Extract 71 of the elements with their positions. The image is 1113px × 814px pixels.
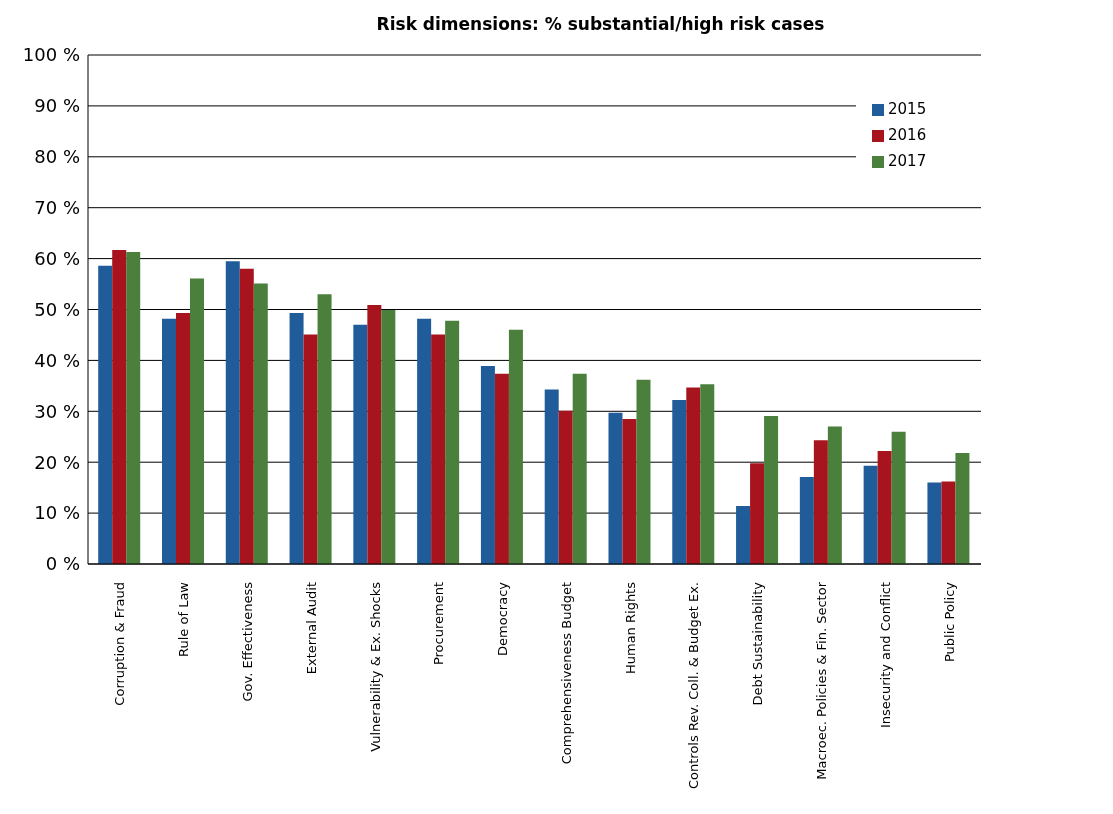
y-tick-label: 0 % <box>45 553 80 575</box>
bar <box>927 482 942 564</box>
bar <box>736 505 751 564</box>
x-tick-label: Comprehensiveness Budget <box>558 582 574 765</box>
bar <box>494 373 509 564</box>
bar <box>955 453 970 564</box>
x-tick-label: Corruption & Fraud <box>112 582 128 706</box>
bar <box>636 379 651 564</box>
x-tick-label: Public Policy <box>941 581 957 662</box>
bar <box>417 318 432 564</box>
bar <box>863 465 878 564</box>
x-tick-label: Insecurity and Conflict <box>877 582 893 729</box>
bar <box>431 334 446 564</box>
bar <box>622 418 637 564</box>
bar <box>480 366 495 564</box>
x-tick-label: Democracy <box>495 581 511 656</box>
bar <box>941 481 956 564</box>
x-tick-label: Human Rights <box>622 581 638 675</box>
bar <box>303 334 318 564</box>
bar <box>672 400 687 564</box>
bar <box>225 261 240 564</box>
bar <box>445 320 460 564</box>
bar <box>353 324 368 564</box>
bar <box>572 373 587 564</box>
bar <box>381 310 396 564</box>
bar <box>608 412 623 564</box>
y-tick-label: 70 % <box>34 197 80 219</box>
bar <box>750 463 765 564</box>
bar <box>700 384 715 564</box>
y-tick-label: 10 % <box>34 502 80 524</box>
bar <box>764 415 779 564</box>
bar <box>317 294 332 564</box>
x-tick-label: Rule of Law <box>176 581 192 657</box>
y-tick-label: 30 % <box>34 400 80 422</box>
x-tick-label: External Audit <box>303 582 319 675</box>
legend-label: 2016 <box>888 126 927 144</box>
bar <box>686 387 701 564</box>
y-tick-label: 100 % <box>22 44 80 66</box>
bar <box>813 440 828 564</box>
x-tick-label: Procurement <box>431 582 447 666</box>
y-tick-label: 80 % <box>34 146 80 168</box>
bar <box>367 304 382 564</box>
bar <box>126 251 141 564</box>
bar <box>112 249 127 564</box>
x-tick-label: Gov. Effectiveness <box>239 581 255 702</box>
y-tick-label: 20 % <box>34 451 80 473</box>
y-tick-label: 40 % <box>34 349 80 371</box>
bar <box>289 313 304 564</box>
x-tick-label: Debt Sustainability <box>750 581 766 706</box>
bar <box>175 313 190 564</box>
bar <box>558 410 573 564</box>
bar <box>827 426 842 564</box>
bar <box>891 431 906 564</box>
y-tick-label: 90 % <box>34 95 80 117</box>
bar <box>508 329 523 564</box>
y-tick-label: 60 % <box>34 247 80 269</box>
x-tick-label: Controls Rev. Coll. & Budget Ex. <box>686 582 702 790</box>
bar <box>189 278 204 564</box>
bar <box>98 265 113 564</box>
legend-label: 2017 <box>888 152 927 170</box>
x-tick-label: Macroec. Policies & Fin. Sector <box>814 581 830 780</box>
bar <box>161 318 176 564</box>
bar <box>544 389 559 564</box>
chart-title: Risk dimensions: % substantial/high risk cases <box>375 14 826 34</box>
bar <box>877 451 892 564</box>
legend-label: 2015 <box>888 100 927 118</box>
bar <box>239 268 254 564</box>
bar <box>253 283 268 564</box>
x-tick-label: Vulnerability & Ex. Shocks <box>367 581 383 752</box>
y-tick-label: 50 % <box>34 298 80 320</box>
bar <box>799 476 814 564</box>
